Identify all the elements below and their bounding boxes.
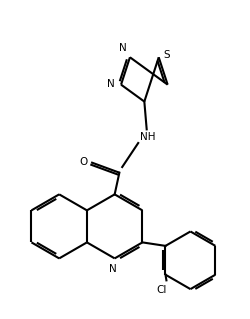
Text: N: N [108,263,116,274]
Text: NH: NH [139,132,155,142]
Text: S: S [163,50,170,60]
Text: N: N [118,43,126,53]
Text: Cl: Cl [156,285,166,295]
Text: N: N [106,79,114,89]
Text: O: O [79,157,88,167]
